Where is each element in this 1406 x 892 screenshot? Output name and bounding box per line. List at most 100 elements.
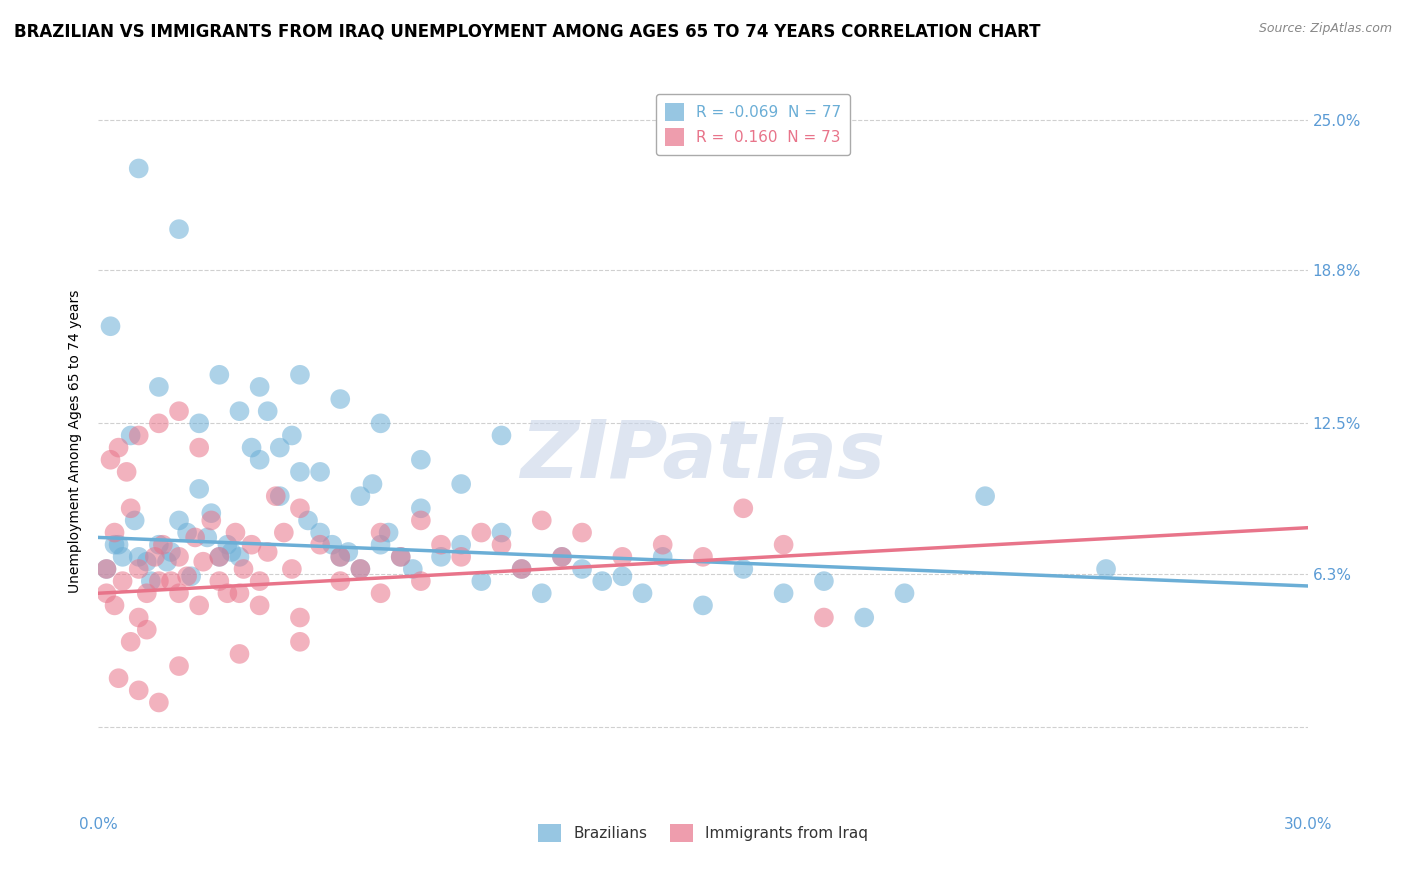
Text: BRAZILIAN VS IMMIGRANTS FROM IRAQ UNEMPLOYMENT AMONG AGES 65 TO 74 YEARS CORRELA: BRAZILIAN VS IMMIGRANTS FROM IRAQ UNEMPL… [14, 22, 1040, 40]
Point [309, 465, 332, 479]
Point [470, 574, 492, 588]
Point [208, 368, 231, 382]
Point [309, 525, 332, 540]
Point [128, 683, 150, 698]
Point [813, 574, 835, 588]
Point [176, 525, 198, 540]
Point [128, 161, 150, 176]
Point [297, 513, 319, 527]
Point [370, 417, 392, 431]
Point [120, 501, 142, 516]
Point [103, 525, 125, 540]
Point [120, 428, 142, 442]
Point [228, 404, 250, 418]
Point [269, 489, 291, 503]
Point [128, 610, 150, 624]
Point [772, 538, 794, 552]
Point [329, 549, 352, 564]
Point [309, 538, 332, 552]
Point [264, 489, 287, 503]
Point [148, 696, 170, 710]
Point [221, 545, 243, 559]
Point [281, 562, 304, 576]
Point [651, 549, 673, 564]
Point [631, 586, 654, 600]
Point [329, 392, 352, 406]
Point [409, 574, 432, 588]
Point [184, 530, 207, 544]
Point [551, 549, 574, 564]
Point [273, 525, 295, 540]
Point [224, 525, 246, 540]
Point [240, 441, 263, 455]
Point [188, 599, 211, 613]
Point [651, 538, 673, 552]
Y-axis label: Unemployment Among Ages 65 to 74 years: Unemployment Among Ages 65 to 74 years [69, 290, 83, 593]
Point [200, 513, 222, 527]
Point [208, 549, 231, 564]
Point [470, 525, 492, 540]
Point [571, 525, 593, 540]
Point [329, 549, 352, 564]
Point [692, 549, 714, 564]
Point [135, 586, 157, 600]
Point [100, 319, 122, 334]
Point [409, 501, 432, 516]
Point [249, 452, 271, 467]
Legend: Brazilians, Immigrants from Iraq: Brazilians, Immigrants from Iraq [531, 818, 875, 848]
Point [370, 538, 392, 552]
Point [281, 428, 304, 442]
Point [249, 599, 271, 613]
Point [96, 586, 118, 600]
Point [195, 530, 218, 544]
Point [107, 671, 129, 685]
Point [450, 549, 472, 564]
Point [510, 562, 533, 576]
Point [139, 574, 162, 588]
Point [228, 647, 250, 661]
Point [103, 538, 125, 552]
Point [176, 569, 198, 583]
Point [103, 599, 125, 613]
Point [329, 574, 352, 588]
Point [124, 513, 146, 527]
Point [430, 549, 453, 564]
Point [249, 574, 271, 588]
Point [135, 623, 157, 637]
Point [389, 549, 412, 564]
Point [217, 586, 239, 600]
Point [167, 659, 190, 673]
Text: ZIPatlas: ZIPatlas [520, 417, 886, 495]
Point [228, 586, 250, 600]
Point [167, 222, 190, 236]
Point [100, 452, 122, 467]
Point [148, 538, 170, 552]
Point [612, 549, 634, 564]
Point [402, 562, 425, 576]
Point [148, 574, 170, 588]
Point [733, 501, 755, 516]
Point [571, 562, 593, 576]
Point [111, 574, 134, 588]
Point [349, 489, 371, 503]
Point [370, 525, 392, 540]
Point [107, 441, 129, 455]
Point [510, 562, 533, 576]
Point [180, 569, 202, 583]
Point [551, 549, 574, 564]
Point [288, 465, 311, 479]
Point [193, 555, 215, 569]
Point [143, 549, 166, 564]
Point [288, 610, 311, 624]
Point [430, 538, 453, 552]
Point [148, 380, 170, 394]
Point [107, 538, 129, 552]
Point [853, 610, 876, 624]
Point [188, 441, 211, 455]
Point [269, 441, 291, 455]
Point [974, 489, 997, 503]
Point [377, 525, 399, 540]
Point [491, 538, 513, 552]
Point [361, 477, 384, 491]
Point [692, 599, 714, 613]
